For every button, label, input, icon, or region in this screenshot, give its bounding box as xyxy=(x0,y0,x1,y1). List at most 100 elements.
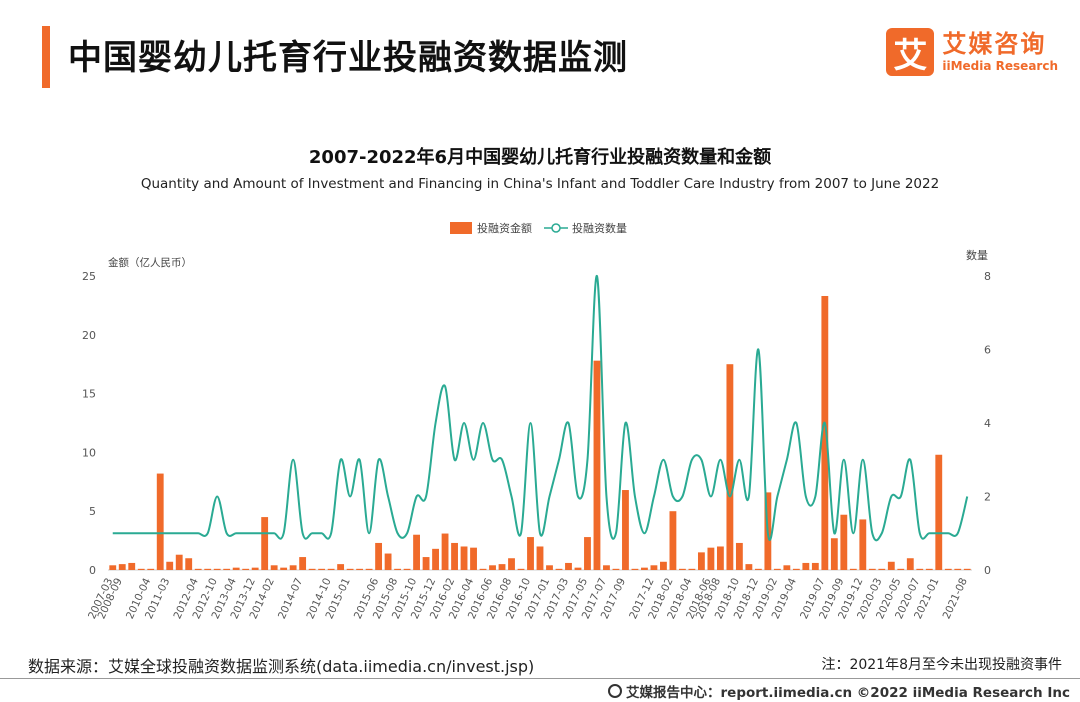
amount-bar xyxy=(954,568,962,570)
footer-credit-text: 艾媒报告中心：report.iimedia.cn ©2022 iiMedia R… xyxy=(626,685,1070,701)
amount-bar xyxy=(261,517,269,570)
legend-bar-label: 投融资金额 xyxy=(477,222,532,235)
brand-name-cn: 艾媒咨询 xyxy=(942,30,1047,58)
amount-bar xyxy=(897,568,905,570)
amount-bar xyxy=(384,553,392,570)
amount-bar xyxy=(754,568,762,570)
y-left-tick-label: 15 xyxy=(82,388,96,401)
y-right-axis-label: 数量 xyxy=(966,249,988,262)
amount-bar xyxy=(603,565,610,570)
amount-bar xyxy=(299,557,307,570)
amount-bar xyxy=(887,561,895,570)
amount-bar xyxy=(156,473,164,570)
y-right-tick-label: 0 xyxy=(984,564,991,577)
chart-subtitle: Quantity and Amount of Investment and Fi… xyxy=(140,176,940,192)
amount-bar xyxy=(166,561,174,570)
data-source-text: 数据来源：艾媒全球投融资数据监测系统(data.iimedia.cn/inves… xyxy=(28,657,535,676)
amount-bar xyxy=(716,546,724,570)
amount-bar xyxy=(451,542,458,570)
title-accent-bar xyxy=(42,26,50,88)
amount-bar xyxy=(944,568,952,570)
amount-bar xyxy=(422,557,430,570)
amount-bar xyxy=(916,568,924,570)
amount-bar xyxy=(185,558,193,570)
amount-bar xyxy=(849,568,857,570)
footer-credit: 艾媒报告中心：report.iimedia.cn ©2022 iiMedia R… xyxy=(608,681,1070,701)
amount-bar xyxy=(394,568,402,570)
x-tick-label: 2014-07 xyxy=(276,576,305,621)
amount-bar xyxy=(289,565,297,570)
legend-bar-swatch xyxy=(450,222,472,234)
y-right-tick-label: 8 xyxy=(984,270,991,283)
amount-bar xyxy=(251,567,259,570)
amount-bar xyxy=(194,568,202,570)
amount-bar xyxy=(726,364,734,570)
amount-bar xyxy=(925,568,933,570)
amount-bar xyxy=(337,564,345,570)
amount-bar xyxy=(223,568,231,570)
amount-bar xyxy=(147,568,155,570)
amount-bar xyxy=(242,568,250,570)
amount-bar xyxy=(118,564,126,570)
amount-bar xyxy=(821,295,829,570)
page-title: 中国婴幼儿托育行业投融资数据监测 xyxy=(68,38,628,78)
amount-bar xyxy=(175,554,183,570)
y-right-tick-label: 4 xyxy=(984,417,991,430)
amount-bar xyxy=(517,568,525,570)
amount-bar xyxy=(128,562,136,570)
amount-bar xyxy=(204,568,212,570)
legend-line-swatch xyxy=(544,223,568,233)
amount-bar xyxy=(811,562,819,570)
amount-bar xyxy=(584,537,591,570)
amount-bar xyxy=(622,490,629,570)
amount-bar xyxy=(612,568,620,570)
brand-text: 艾媒咨询 iiMedia Research xyxy=(942,30,1058,74)
amount-bar xyxy=(109,565,117,570)
footnote-text: 注：2021年8月至今未出现投融资事件 xyxy=(821,657,1062,673)
y-right-tick-label: 6 xyxy=(984,344,991,357)
amount-bar xyxy=(270,565,278,570)
amount-bar xyxy=(308,568,316,570)
x-tick-label: 2021-08 xyxy=(941,576,970,621)
amount-bar xyxy=(963,568,971,570)
amount-bar xyxy=(697,552,705,570)
footer-divider xyxy=(0,678,1080,679)
amount-bar xyxy=(783,565,791,570)
amount-bar xyxy=(137,568,145,570)
brand-logo-icon: 艾 xyxy=(886,28,935,76)
amount-bar xyxy=(906,558,914,570)
amount-bar xyxy=(792,568,800,570)
y-right-tick-label: 2 xyxy=(984,491,991,504)
legend-line-label: 投融资数量 xyxy=(572,222,627,235)
amount-bar xyxy=(546,565,553,570)
amount-bar xyxy=(460,546,468,570)
amount-bar xyxy=(688,568,696,570)
y-left-tick-label: 25 xyxy=(82,270,96,283)
y-left-axis-label: 金额（亿人民币） xyxy=(108,256,192,269)
amount-bar xyxy=(346,568,354,570)
y-left-tick-label: 5 xyxy=(89,505,96,518)
brand-name-en: iiMedia Research xyxy=(942,59,1058,73)
amount-bar xyxy=(441,533,449,570)
amount-bar xyxy=(707,547,715,570)
chart-title: 2007-2022年6月中国婴幼儿托育行业投融资数量和金额 xyxy=(308,147,772,168)
amount-bar xyxy=(565,562,572,570)
amount-bar xyxy=(868,568,876,570)
amount-bar xyxy=(527,537,534,570)
amount-bar xyxy=(479,568,487,570)
amount-bar xyxy=(413,534,420,570)
amount-bar xyxy=(735,542,743,570)
amount-bar xyxy=(555,568,563,570)
amount-bar xyxy=(631,568,639,570)
amount-bar xyxy=(232,567,240,570)
amount-bar xyxy=(745,564,753,570)
amount-bar xyxy=(470,547,477,570)
amount-bar xyxy=(536,546,544,570)
amount-bar xyxy=(802,562,810,570)
amount-bar xyxy=(641,567,648,570)
amount-bar xyxy=(327,568,335,570)
amount-bar xyxy=(773,568,781,570)
amount-bar xyxy=(859,519,867,570)
amount-bar xyxy=(489,565,496,570)
